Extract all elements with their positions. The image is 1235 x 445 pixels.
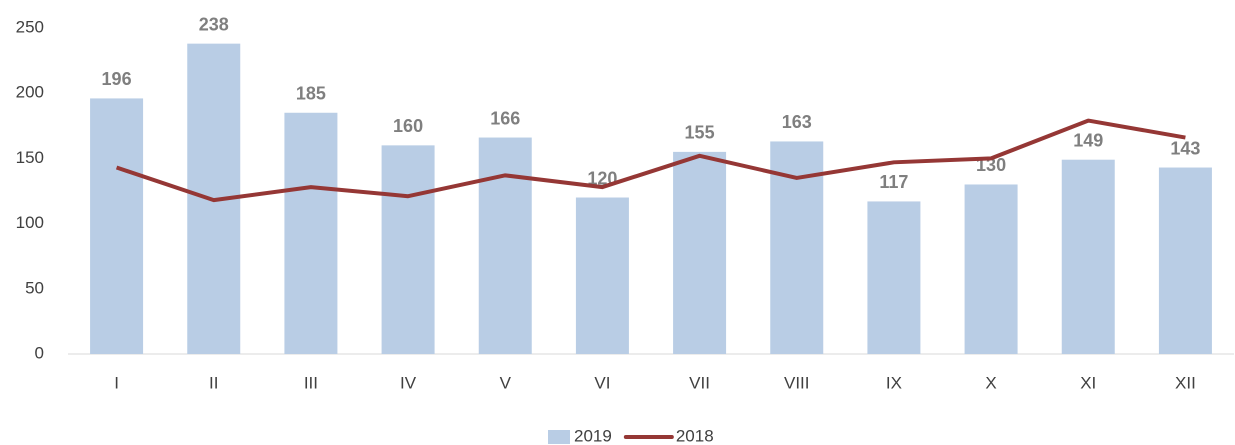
x-tick-label: IX <box>886 373 902 392</box>
x-tick-label: VIII <box>784 373 810 392</box>
x-tick-label: II <box>209 373 218 392</box>
y-tick-label: 100 <box>16 213 44 232</box>
x-tick-label: IV <box>400 373 417 392</box>
legend-swatch <box>548 430 570 444</box>
data-label: 166 <box>490 108 520 128</box>
data-label: 163 <box>782 112 812 132</box>
y-tick-label: 200 <box>16 83 44 102</box>
x-tick-label: III <box>304 373 318 392</box>
bar <box>575 197 629 354</box>
bar <box>1061 159 1115 354</box>
line <box>115 118 1186 203</box>
data-label: 160 <box>393 116 423 136</box>
x-tick-label: X <box>985 373 996 392</box>
x-tick-label: VI <box>594 373 610 392</box>
data-label: 196 <box>102 69 132 89</box>
data-label: 238 <box>199 14 229 34</box>
bar <box>1158 167 1212 354</box>
bar <box>964 184 1018 354</box>
x-tick-label: VII <box>689 373 710 392</box>
data-label: 149 <box>1073 130 1103 150</box>
y-tick-label: 250 <box>16 17 44 36</box>
data-label: 185 <box>296 84 326 104</box>
legend-label: 2018 <box>676 426 714 445</box>
data-label: 143 <box>1170 138 1200 158</box>
y-tick-label: 50 <box>25 278 44 297</box>
data-label: 155 <box>685 123 715 143</box>
bar <box>90 98 144 354</box>
bar <box>284 112 338 354</box>
y-tick-label: 0 <box>35 343 44 362</box>
x-tick-label: XII <box>1175 373 1196 392</box>
x-tick-label: XI <box>1080 373 1096 392</box>
bar <box>867 201 921 354</box>
data-label: 117 <box>879 172 908 192</box>
legend-label: 2019 <box>574 426 612 445</box>
x-tick-label: V <box>500 373 512 392</box>
bar <box>673 151 727 354</box>
y-tick-label: 150 <box>16 148 44 167</box>
bar <box>381 145 435 354</box>
x-tick-label: I <box>114 373 119 392</box>
bar <box>478 137 532 354</box>
